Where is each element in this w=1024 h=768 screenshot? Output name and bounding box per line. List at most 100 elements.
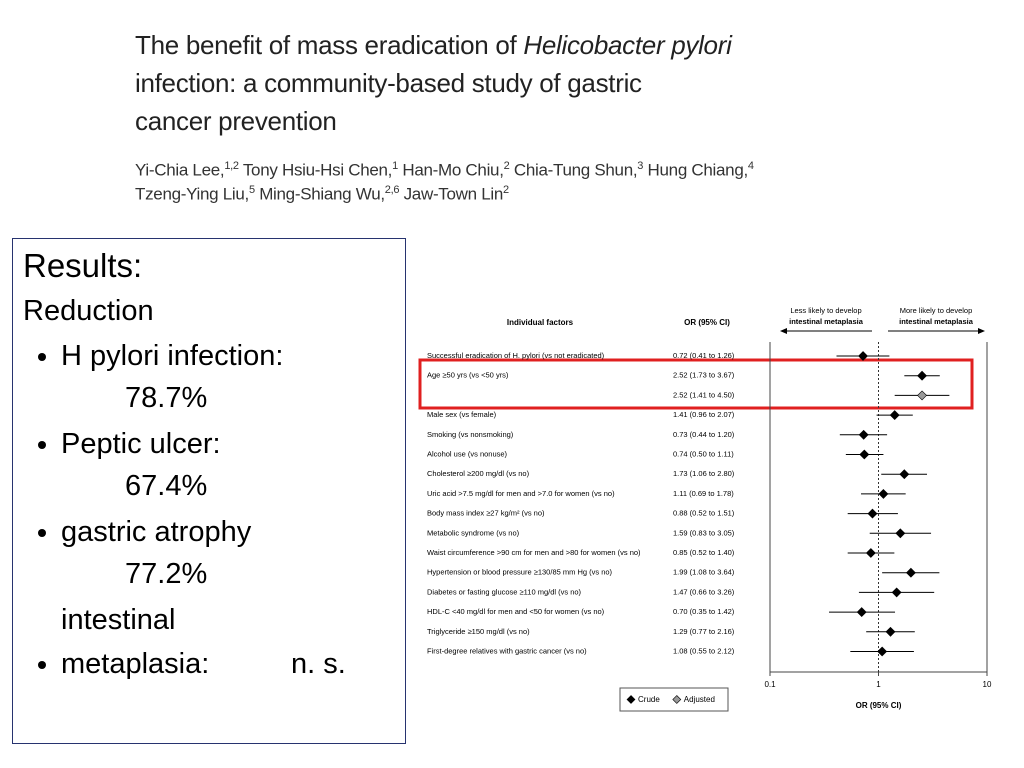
x-tick-label: 1 [876,680,881,689]
value-label: 1.29 (0.77 to 2.16) [673,627,735,636]
value-label: 0.72 (0.41 to 1.26) [673,351,735,360]
point-estimate [917,370,927,381]
value-label: 1.99 (1.08 to 3.64) [673,568,735,577]
author-name: Hung Chiang, [643,160,749,180]
point-estimate [867,508,878,519]
category-label: Body mass index ≥27 kg/m² (vs no) [427,509,545,518]
highlight-box [418,358,974,410]
item-value: 78.7% [125,382,208,414]
point-estimate [856,607,867,618]
results-box: Results: Reduction H pylori infection: 78… [12,238,406,744]
category-label: First-degree relatives with gastric canc… [427,646,587,655]
category-label: Hypertension or blood pressure ≥130/85 m… [427,568,613,577]
author-affiliation: 2 [503,160,510,172]
author-name: Yi-Chia Lee, [135,160,225,180]
column-header: OR (95% CI) [684,318,730,327]
point-estimate [885,626,896,637]
category-label: Metabolic syndrome (vs no) [427,528,520,537]
category-label: Successful eradication of H. pylori (vs … [427,351,605,360]
point-estimate [889,410,900,421]
author-affiliation: 2,6 [384,184,400,196]
title-italic: Helicobacter pylori [523,30,732,60]
category-label: Diabetes or fasting glucose ≥110 mg/dl (… [427,587,582,596]
legend-marker [672,695,682,704]
results-subheading: Reduction [23,295,154,327]
point-estimate [899,469,910,480]
point-estimate [878,488,889,499]
author-name: Han-Mo Chiu, [397,160,504,180]
value-label: 1.41 (0.96 to 2.07) [673,410,735,419]
annotation: intestinal metaplasia [899,317,974,326]
author-affiliation: 3 [637,160,644,172]
legend-label: Crude [638,695,660,704]
x-axis-label: OR (95% CI) [856,701,902,710]
item-label: gastric atrophy [61,516,252,548]
author-name: Jaw-Town Lin [399,184,504,204]
point-estimate [891,587,902,598]
author-affiliation: 5 [248,184,255,196]
title-text: The benefit of mass eradication of [135,30,524,60]
author-line: Tzeng-Ying Liu,5 Ming-Shiang Wu,2,6 Jaw-… [135,184,509,205]
item-value: n. s. [291,648,346,680]
author-affiliation: 1 [392,160,398,172]
value-label: 1.47 (0.66 to 3.26) [673,587,735,596]
point-estimate [859,449,870,460]
item-value: 67.4% [125,470,208,502]
point-estimate [865,548,876,558]
value-label: 1.59 (0.83 to 3.05) [673,528,735,537]
annotation: intestinal metaplasia [789,317,864,326]
annotation: Less likely to develop [790,306,861,315]
value-label: 0.74 (0.50 to 1.11) [673,449,734,458]
category-label: Uric acid >7.5 mg/dl for men and >7.0 fo… [427,489,615,498]
item-label: H pylori infection: [61,340,284,372]
category-label: Age ≥50 yrs (vs <50 yrs) [427,371,509,380]
value-label: 0.88 (0.52 to 1.51) [673,509,735,518]
column-header: Individual factors [507,318,574,327]
author-affiliation: 1,2 [224,160,239,172]
item-label: Peptic ulcer: [61,428,221,460]
arrowhead [978,328,985,334]
value-label: 1.08 (0.55 to 2.12) [673,646,735,655]
x-tick-label: 0.1 [764,680,776,689]
author-name: Chia-Tung Shun, [509,160,638,180]
value-label: 1.11 (0.69 to 1.78) [673,489,734,498]
item-value: 77.2% [125,558,208,590]
result-item: intestinal metaplasia: n. s. [61,598,395,686]
point-estimate [877,646,888,657]
point-estimate [895,528,906,539]
category-label: Male sex (vs female) [427,410,497,419]
value-label: 2.52 (1.73 to 3.67) [673,371,735,380]
value-label: 0.70 (0.35 to 1.42) [673,607,735,616]
x-tick-label: 10 [983,680,992,689]
result-item: gastric atrophy 77.2% [61,510,395,594]
category-label: Triglyceride ≥150 mg/dl (vs no) [427,627,530,636]
paper-title: The benefit of mass eradication of Helic… [135,30,732,61]
value-label: 2.52 (1.41 to 4.50) [673,390,735,399]
point-estimate [858,351,868,361]
category-label: Smoking (vs nonsmoking) [427,430,514,439]
point-estimate [917,390,927,401]
title-text: cancer prevention [135,106,337,136]
category-label: Cholesterol ≥200 mg/dl (vs no) [427,469,530,478]
author-line: Yi-Chia Lee,1,2 Tony Hsiu-Hsi Chen,1 Han… [135,160,754,181]
result-item: H pylori infection: 78.7% [61,334,395,418]
arrowhead [780,328,787,334]
title-text: infection: a community-based study of ga… [135,68,642,98]
item-label: intestinal metaplasia: [61,604,210,680]
point-estimate [858,429,869,440]
legend-marker [626,695,636,704]
value-label: 1.73 (1.06 to 2.80) [673,469,735,478]
results-list: H pylori infection: 78.7% Peptic ulcer: 67… [23,334,395,686]
author-name: Tony Hsiu-Hsi Chen, [238,160,393,180]
author-name: Ming-Shiang Wu, [254,184,385,204]
point-estimate [906,567,916,578]
author-affiliation: 4 [747,160,754,172]
category-label: Alcohol use (vs nonuse) [427,449,508,458]
annotation: More likely to develop [900,306,973,315]
value-label: 0.73 (0.44 to 1.20) [673,430,735,439]
author-name: Tzeng-Ying Liu, [135,184,249,204]
legend-label: Adjusted [684,695,715,704]
results-heading: Results: [23,247,143,284]
